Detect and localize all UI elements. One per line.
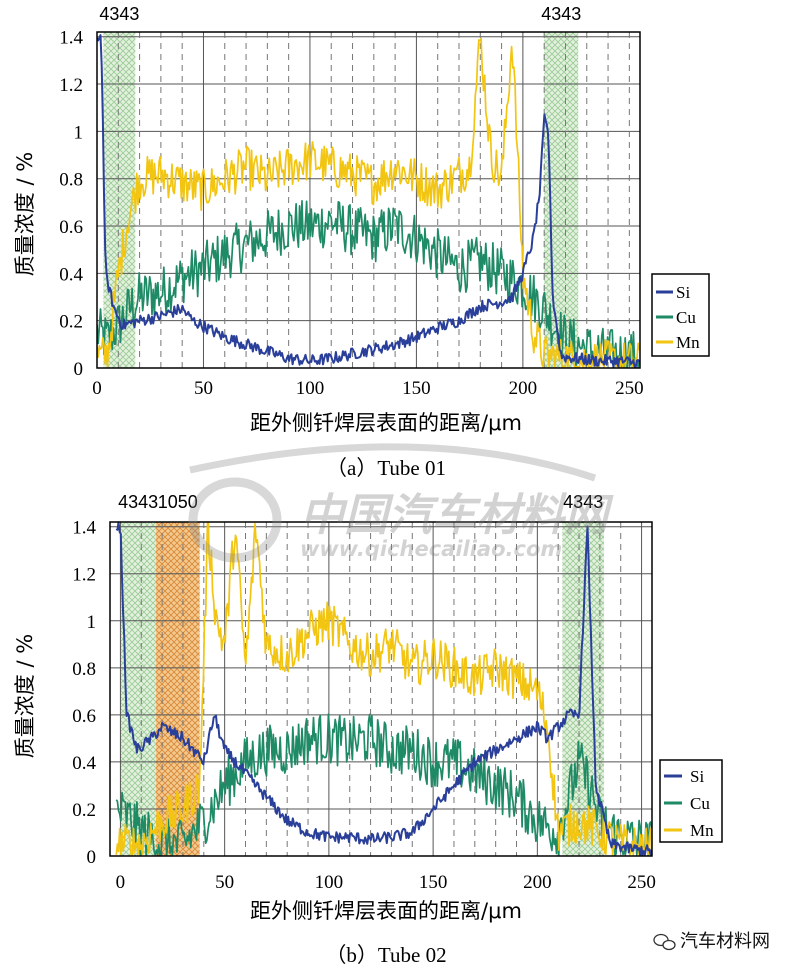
region-label-4343: 4343 (99, 4, 139, 24)
y-tick-label: 1 (87, 612, 97, 633)
x-tick-label: 100 (296, 378, 325, 399)
y-tick-label: 1.4 (59, 28, 83, 49)
y-tick-label: 1.4 (72, 518, 96, 539)
x-tick-label: 50 (194, 378, 213, 399)
clad-regions-b (120, 522, 605, 856)
y-tick-label: 1.2 (59, 75, 83, 96)
series-b (115, 522, 652, 856)
watermark-url: www.qichecailiao.com (300, 537, 562, 561)
series-line-si (97, 34, 640, 368)
layer-region-4343 (562, 522, 605, 856)
legend-label-mn-b: Mn (690, 821, 714, 840)
region-labels-b: 4343 1050 4343 (118, 492, 603, 512)
y-tick-label: 0.4 (59, 264, 83, 285)
region-label-4343: 4343 (563, 492, 603, 512)
region-label-4343: 4343 (118, 492, 158, 512)
legend-a: Si Cu Mn (651, 273, 710, 357)
y-tick-label: 0.2 (72, 800, 96, 821)
y-tick-labels-b: 0 0.2 0.4 0.6 0.8 1 1.2 1.4 (72, 518, 96, 868)
x-tick-label: 0 (116, 872, 126, 893)
x-tick-label: 200 (509, 378, 538, 399)
watermark: 中国汽车材料网 www.qichecailiao.com (188, 443, 614, 563)
y-tick-label: 0 (87, 847, 97, 868)
x-tick-label: 150 (402, 378, 431, 399)
x-tick-label: 0 (92, 378, 102, 399)
y-tick-label: 1.2 (72, 565, 96, 586)
legend-label-cu-a: Cu (676, 308, 696, 327)
x-tick-label: 250 (627, 872, 656, 893)
y-tick-labels-a: 0 0.2 0.4 0.6 0.8 1 1.2 1.4 (59, 28, 83, 380)
region-labels-a: 4343 4343 (99, 4, 581, 24)
clad-regions-a (103, 32, 579, 368)
y-axis-label-a: 质量浓度 / % (13, 152, 37, 276)
legend-box-b (659, 759, 723, 843)
layer-region-1050 (155, 522, 200, 856)
footer-account-name: 汽车材料网 (680, 931, 770, 952)
y-tick-label: 0.6 (72, 706, 96, 727)
series-line-mn (115, 522, 652, 856)
x-tick-label: 150 (419, 872, 448, 893)
footer-account: 汽车材料网 (653, 931, 770, 952)
panel-b: 0 0.2 0.4 0.6 0.8 1 1.2 1.4 0 50 100 150 200 250 434… (13, 492, 723, 967)
x-tick-label: 200 (523, 872, 552, 893)
plot-frame-b (109, 521, 653, 857)
legend-label-cu-b: Cu (690, 794, 710, 813)
legend-label-si-a: Si (676, 283, 690, 302)
y-tick-label: 0 (74, 359, 84, 380)
x-tick-label: 100 (315, 872, 344, 893)
legend-label-si-b: Si (690, 767, 704, 786)
x-tick-label: 250 (615, 378, 644, 399)
x-tick-label: 50 (215, 872, 234, 893)
legend-b: Si Cu Mn (659, 759, 723, 843)
y-tick-label: 0.8 (59, 170, 83, 191)
x-tick-labels-b: 0 50 100 150 200 250 (116, 872, 656, 893)
y-axis-label-b: 质量浓度 / % (13, 634, 37, 758)
y-tick-label: 0.2 (59, 312, 83, 333)
panel-a: 0 0.2 0.4 0.6 0.8 1 1.2 1.4 0 50 100 150 200 250 434… (13, 4, 710, 480)
series-line-mn (97, 37, 640, 368)
x-axis-label-a: 距外侧钎焊层表面的距离/μm (250, 411, 522, 435)
series-line-si (115, 522, 652, 856)
watermark-logo-icon (188, 477, 282, 563)
y-tick-label: 1 (74, 122, 84, 143)
y-tick-label: 0.6 (59, 217, 83, 238)
watermark-swoosh-icon (189, 443, 597, 482)
caption-b: （b）Tube 02 (325, 943, 446, 967)
legend-label-mn-a: Mn (676, 333, 700, 352)
y-tick-label: 0.8 (72, 659, 96, 680)
region-label-1050: 1050 (158, 492, 198, 512)
x-tick-labels-a: 0 50 100 150 200 250 (92, 378, 643, 399)
series-a (97, 34, 640, 368)
plot-frame-a (96, 31, 641, 369)
x-axis-label-b: 距外侧钎焊层表面的距离/μm (250, 899, 522, 923)
y-tick-label: 0.4 (72, 753, 96, 774)
wechat-icon (653, 933, 676, 951)
region-label-4343: 4343 (541, 4, 581, 24)
caption-a: （a）Tube 01 (326, 456, 446, 480)
series-line-cu (97, 200, 640, 368)
legend-box-a (651, 273, 710, 357)
watermark-brand: 中国汽车材料网 (300, 490, 614, 541)
